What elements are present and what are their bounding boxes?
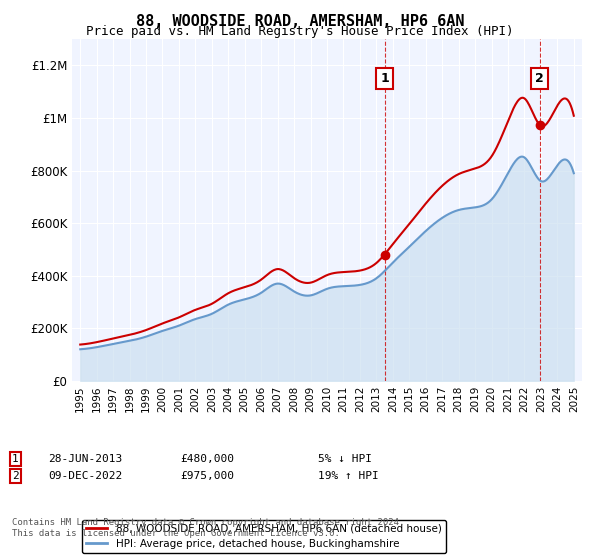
Text: £480,000: £480,000: [180, 454, 234, 464]
Text: £975,000: £975,000: [180, 471, 234, 481]
Text: 1: 1: [12, 454, 19, 464]
Text: 09-DEC-2022: 09-DEC-2022: [48, 471, 122, 481]
Legend: 88, WOODSIDE ROAD, AMERSHAM, HP6 6AN (detached house), HPI: Average price, detac: 88, WOODSIDE ROAD, AMERSHAM, HP6 6AN (de…: [82, 520, 446, 553]
Text: Price paid vs. HM Land Registry's House Price Index (HPI): Price paid vs. HM Land Registry's House …: [86, 25, 514, 38]
Text: 5% ↓ HPI: 5% ↓ HPI: [318, 454, 372, 464]
Text: Contains HM Land Registry data © Crown copyright and database right 2024.
This d: Contains HM Land Registry data © Crown c…: [12, 518, 404, 538]
Text: 2: 2: [12, 471, 19, 481]
Text: 1: 1: [380, 72, 389, 85]
Text: 28-JUN-2013: 28-JUN-2013: [48, 454, 122, 464]
Text: 2: 2: [535, 72, 544, 85]
Text: 88, WOODSIDE ROAD, AMERSHAM, HP6 6AN: 88, WOODSIDE ROAD, AMERSHAM, HP6 6AN: [136, 14, 464, 29]
Text: 19% ↑ HPI: 19% ↑ HPI: [318, 471, 379, 481]
